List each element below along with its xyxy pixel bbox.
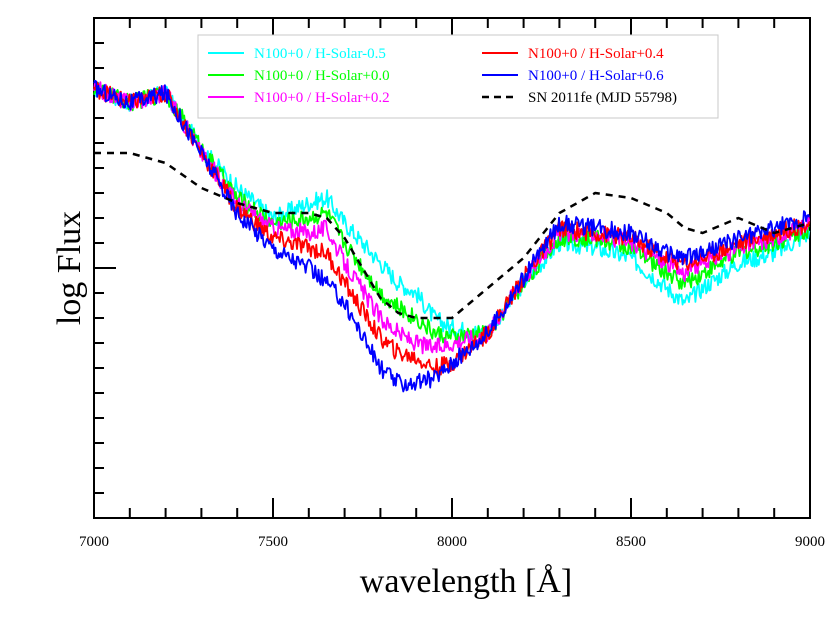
x-axis-label: wavelength [Å] (360, 563, 572, 600)
legend-label: N100+0 / H-Solar-0.5 (254, 46, 386, 62)
legend-box (197, 34, 719, 119)
series-line (93, 80, 811, 340)
x-tick-label: 8000 (437, 534, 467, 550)
y-axis-label: log Flux (51, 211, 88, 325)
series-line (93, 82, 810, 346)
series-line (93, 79, 811, 393)
x-tick-label: 9000 (795, 534, 825, 550)
legend-label: N100+0 / H-Solar+0.6 (528, 68, 664, 84)
legend-label: N100+0 / H-Solar+0.0 (254, 68, 390, 84)
series-line (94, 151, 811, 320)
series-line (93, 80, 811, 355)
x-tick-label: 7000 (79, 534, 109, 550)
legend-label: N100+0 / H-Solar+0.4 (528, 46, 664, 62)
legend-label: SN 2011fe (MJD 55798) (528, 90, 677, 106)
x-tick-label: 7500 (258, 534, 288, 550)
x-tick-label: 8500 (616, 534, 646, 550)
legend-label: N100+0 / H-Solar+0.2 (254, 90, 390, 106)
